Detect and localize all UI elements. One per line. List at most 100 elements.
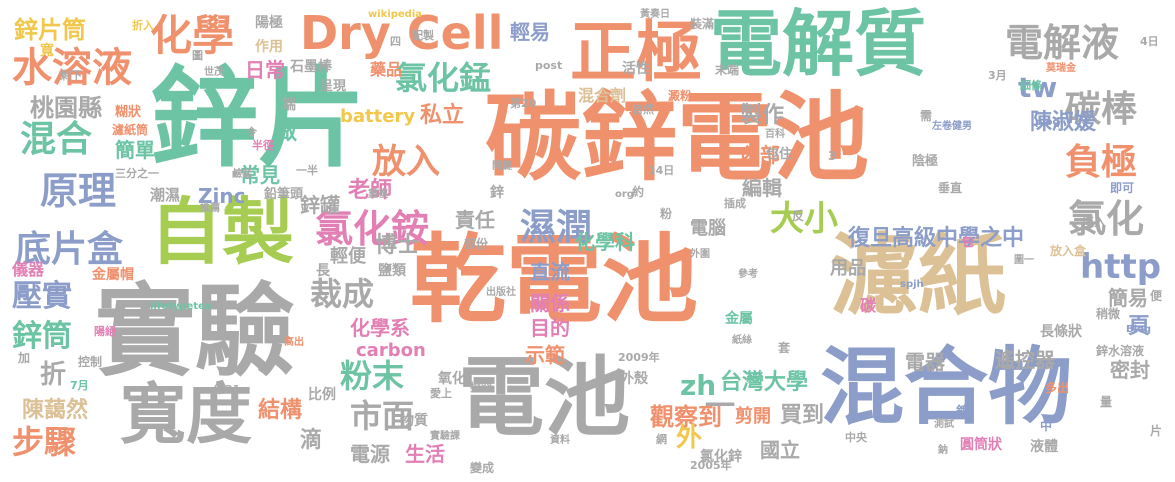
word-remote-control: 遙控器 (995, 348, 1055, 372)
word-portion: 部份 (464, 237, 489, 251)
word-function: 作用 (255, 39, 283, 55)
word-carbon: 碳 (860, 296, 877, 315)
word-shimao: 世茂 (204, 67, 224, 78)
word-electrolyte: 電解質 (710, 2, 927, 86)
word-amount: 量 (1100, 395, 1113, 409)
word-purpose: 目的 (530, 316, 570, 340)
word-sufficient: 即可 (1110, 181, 1135, 195)
word-net: 網 (656, 433, 667, 446)
word-filter-paper: 濾紙 (830, 224, 1007, 327)
word-need: 需 (920, 109, 933, 123)
word-filter-tube: 濾紙筒 (112, 123, 149, 137)
word-zinc: 鋅 (490, 185, 504, 201)
word-width: 寬度 (120, 376, 252, 453)
word-central: 中央 (845, 431, 867, 444)
word-put-in: 放入 (372, 142, 440, 182)
word-appliance: 電器 (905, 350, 945, 374)
word-relationship: 關係 (530, 291, 570, 315)
word-outside: 外 (676, 423, 703, 453)
word-do: 做 (275, 120, 298, 145)
word-observed: 觀察到 (650, 403, 722, 431)
word-activity: 活性 (622, 61, 650, 77)
word-radius: 半徑 (252, 139, 274, 152)
word-responsibility: 責任 (455, 208, 495, 232)
word-mix: 混合 (20, 119, 93, 160)
word-control: 控制 (78, 355, 103, 369)
word-remaining: 剩下 (60, 69, 82, 82)
word-chemistry: 化學 (150, 11, 235, 60)
word-no-20: 第20 (510, 97, 537, 110)
word-demonstration: 示範 (525, 343, 565, 367)
word-chen-shu-yuan: 陳淑媛 (1030, 110, 1097, 135)
word-four: 四 (390, 35, 401, 48)
word-mixture: 混合物 (820, 338, 1073, 436)
word-sodium: 鈉 (938, 445, 948, 456)
word-fold: 折 (40, 360, 67, 390)
word-make: 製作 (740, 103, 785, 128)
word-moisten: 濕潤 (520, 207, 593, 248)
word-wide: 寬 (40, 43, 54, 59)
word-figure: 圖 (192, 49, 203, 62)
word-life: 生活 (405, 442, 445, 466)
word-national-taiwan-university: 台灣大學 (720, 370, 809, 395)
word-wikipedia: wikipedia (368, 9, 423, 20)
word-private: 私立 (420, 103, 465, 128)
word-chen-ai-ran: 陳藹然 (22, 398, 89, 423)
word-huang-zou-ri: 黃奏日 (640, 9, 670, 20)
word-lifetypetea: lifetypetea (150, 301, 212, 312)
word-negative-electrode: 陰極 (912, 154, 939, 169)
word-end: 端 (282, 97, 296, 113)
word-pencil-tip: 鉛筆頭 (264, 187, 304, 202)
word-march: 3月 (988, 69, 1007, 82)
word-salts: 鹽類 (378, 263, 406, 279)
word-supplies: 用品 (830, 258, 866, 279)
word-materials: 資料 (550, 435, 570, 446)
word-manganese-chloride: 氯化錳 (395, 59, 492, 97)
word-reverse: 反 (792, 209, 805, 223)
word-computer: 電腦 (690, 218, 726, 239)
word-middle: 中 (1040, 419, 1053, 433)
word-inquiry: 探究 (470, 381, 492, 394)
word-size: 大小 (770, 199, 838, 239)
word-battery-en: battery (340, 106, 416, 127)
word-direct-current: 直流 (530, 260, 570, 284)
word-zinc-aqueous: 鋅水溶液 (1096, 344, 1145, 358)
word-present: 呈現 (320, 79, 347, 94)
word-carbon-zinc-battery: 碳鋅電池 (485, 82, 869, 194)
word-order: 令 (246, 126, 257, 139)
word-film-canister: 底片盒 (15, 229, 124, 270)
word-fuhsing-high-school: 復旦高級中學之中 (848, 226, 1025, 251)
word-zinc-canister: 鋅罐 (300, 193, 340, 217)
word-carbon-rod: 碳棒 (1065, 89, 1138, 130)
word-alkaline-manganese: 鹼錳 (232, 169, 252, 180)
word-anode: 負極 (1065, 142, 1138, 183)
word-fine-strip: 細條 (1020, 79, 1042, 92)
word-inside: 內部 (740, 143, 780, 167)
word-metal: 金屬 (725, 311, 753, 327)
word-chloride: 氯化 (1068, 197, 1145, 241)
word-portable: 輕便 (330, 246, 366, 267)
word-one: 一 (705, 389, 735, 424)
word-powder-single: 粉 (660, 207, 673, 221)
word-liquid: 液體 (1030, 439, 1058, 455)
word-zinc-sheet: 鋅片 (150, 57, 367, 182)
word-figure-one: 圖一 (1014, 255, 1034, 266)
word-oxidation: 氧化 (438, 371, 466, 387)
word-approx: 約 (632, 185, 645, 199)
word-org: org (615, 189, 634, 200)
word-zinc-sheet-can: 鋅片筒 (14, 16, 86, 44)
word-length: 長 (316, 263, 330, 279)
word-ratio: 比例 (308, 387, 336, 403)
word-simple: 簡單 (115, 138, 155, 162)
word-common: 常見 (240, 163, 280, 187)
word-electrolyte-liquid: 電解液 (1005, 21, 1120, 65)
word-fold-in: 折入 (132, 19, 154, 32)
word-fill-in: 填入 (1082, 215, 1107, 229)
word-taoyuan: 桃園縣 (30, 94, 102, 122)
word-year-2009: 2009年 (618, 351, 660, 364)
word-tw: tw (1018, 71, 1058, 104)
word-paste: 糊狀 (115, 105, 142, 120)
word-zinc-en: Zinc (198, 184, 246, 208)
word-cathode: 正極 (570, 14, 702, 91)
